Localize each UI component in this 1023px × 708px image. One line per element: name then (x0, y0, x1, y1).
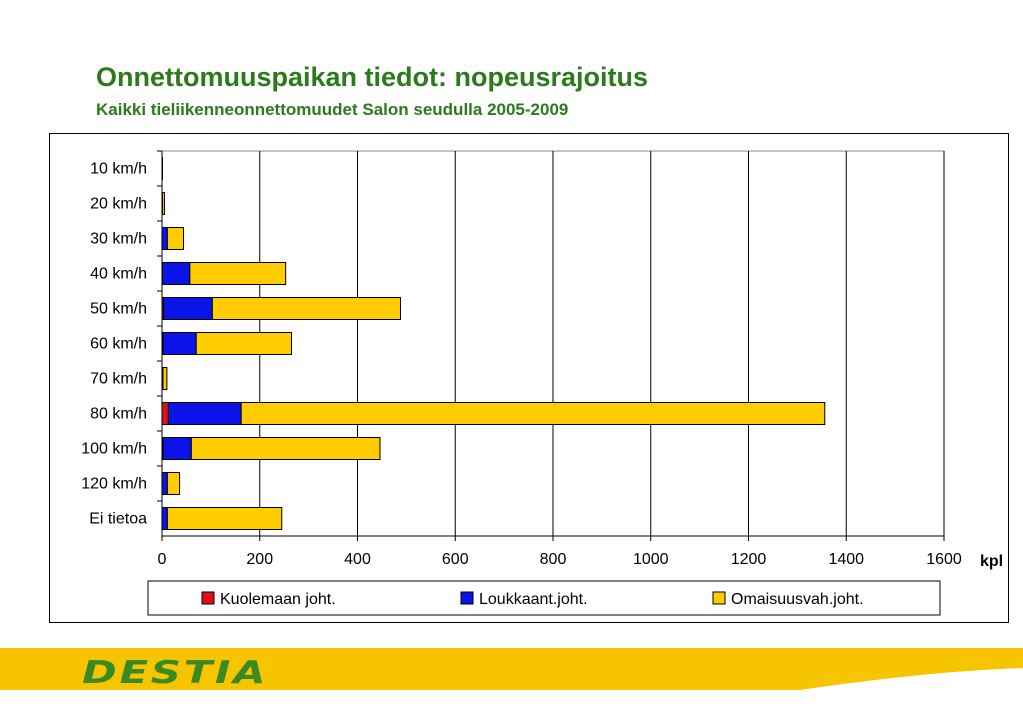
legend-label: Omaisuusvah.joht. (731, 591, 864, 608)
legend-swatch (712, 591, 726, 605)
x-tick-label: 1000 (633, 551, 669, 568)
legend-swatch (201, 591, 215, 605)
bar-segment (190, 437, 381, 460)
x-tick-label: 400 (344, 551, 371, 568)
y-tick-label: 70 km/h (90, 371, 147, 388)
x-tick-label: 200 (246, 551, 273, 568)
legend-box (147, 580, 941, 616)
bar-segment (162, 332, 197, 355)
y-tick-label: 60 km/h (90, 336, 147, 353)
x-tick-label: 600 (442, 551, 469, 568)
bar-segment (166, 507, 283, 530)
bar-segment (161, 192, 165, 215)
x-tick-label: 1600 (926, 551, 962, 568)
x-tick-label: 1400 (828, 551, 864, 568)
y-tick-label: 100 km/h (81, 441, 147, 458)
x-tick-label: 0 (158, 551, 167, 568)
bar-segment (195, 332, 293, 355)
bar-segment (161, 157, 163, 180)
bar-segment (161, 227, 168, 250)
x-tick-label: 800 (540, 551, 567, 568)
legend-label: Loukkaant.joht. (479, 591, 588, 608)
legend-label: Kuolemaan joht. (220, 591, 336, 608)
y-tick-label: 20 km/h (90, 196, 147, 213)
bar-segment (162, 297, 213, 320)
destia-logo: DESTIA (82, 655, 269, 691)
y-tick-label: 30 km/h (90, 231, 147, 248)
bar-segment (161, 472, 168, 495)
speed-limit-bar-chart: 0 200 400 600 800 1000 1200 1400 1600 kpl 10 km/h 2… (81, 150, 1003, 616)
x-axis-unit-label: kpl (980, 553, 1003, 570)
bar-segment (162, 367, 168, 390)
x-tick-label: 1200 (731, 551, 767, 568)
bar-segment (162, 437, 192, 460)
bar-segment (240, 402, 826, 425)
bar-segment (211, 297, 402, 320)
bar-segment (166, 227, 185, 250)
y-tick-label: 120 km/h (81, 476, 147, 493)
footer-band (0, 648, 1023, 690)
y-tick-label: 40 km/h (90, 266, 147, 283)
footer-swoosh (800, 668, 1023, 690)
bar-segment (166, 472, 181, 495)
slide-title: Onnettomuuspaikan tiedot: nopeusrajoitus (96, 62, 649, 92)
legend-swatch (460, 591, 474, 605)
slide-subtitle: Kaikki tieliikenneonnettomuudet Salon se… (96, 100, 569, 119)
y-tick-label: 80 km/h (90, 406, 147, 423)
bar-segment (189, 262, 287, 285)
y-tick-label: 50 km/h (90, 301, 147, 318)
chart-frame: 0 200 400 600 800 1000 1200 1400 1600 kpl 10 km/h 2… (49, 133, 1009, 623)
bar-segment (161, 262, 191, 285)
bar-segment (167, 402, 242, 425)
bar-segment (161, 402, 169, 425)
y-tick-label: Ei tietoa (89, 511, 147, 528)
bar-segment (161, 507, 168, 530)
y-tick-label: 10 km/h (90, 161, 147, 178)
